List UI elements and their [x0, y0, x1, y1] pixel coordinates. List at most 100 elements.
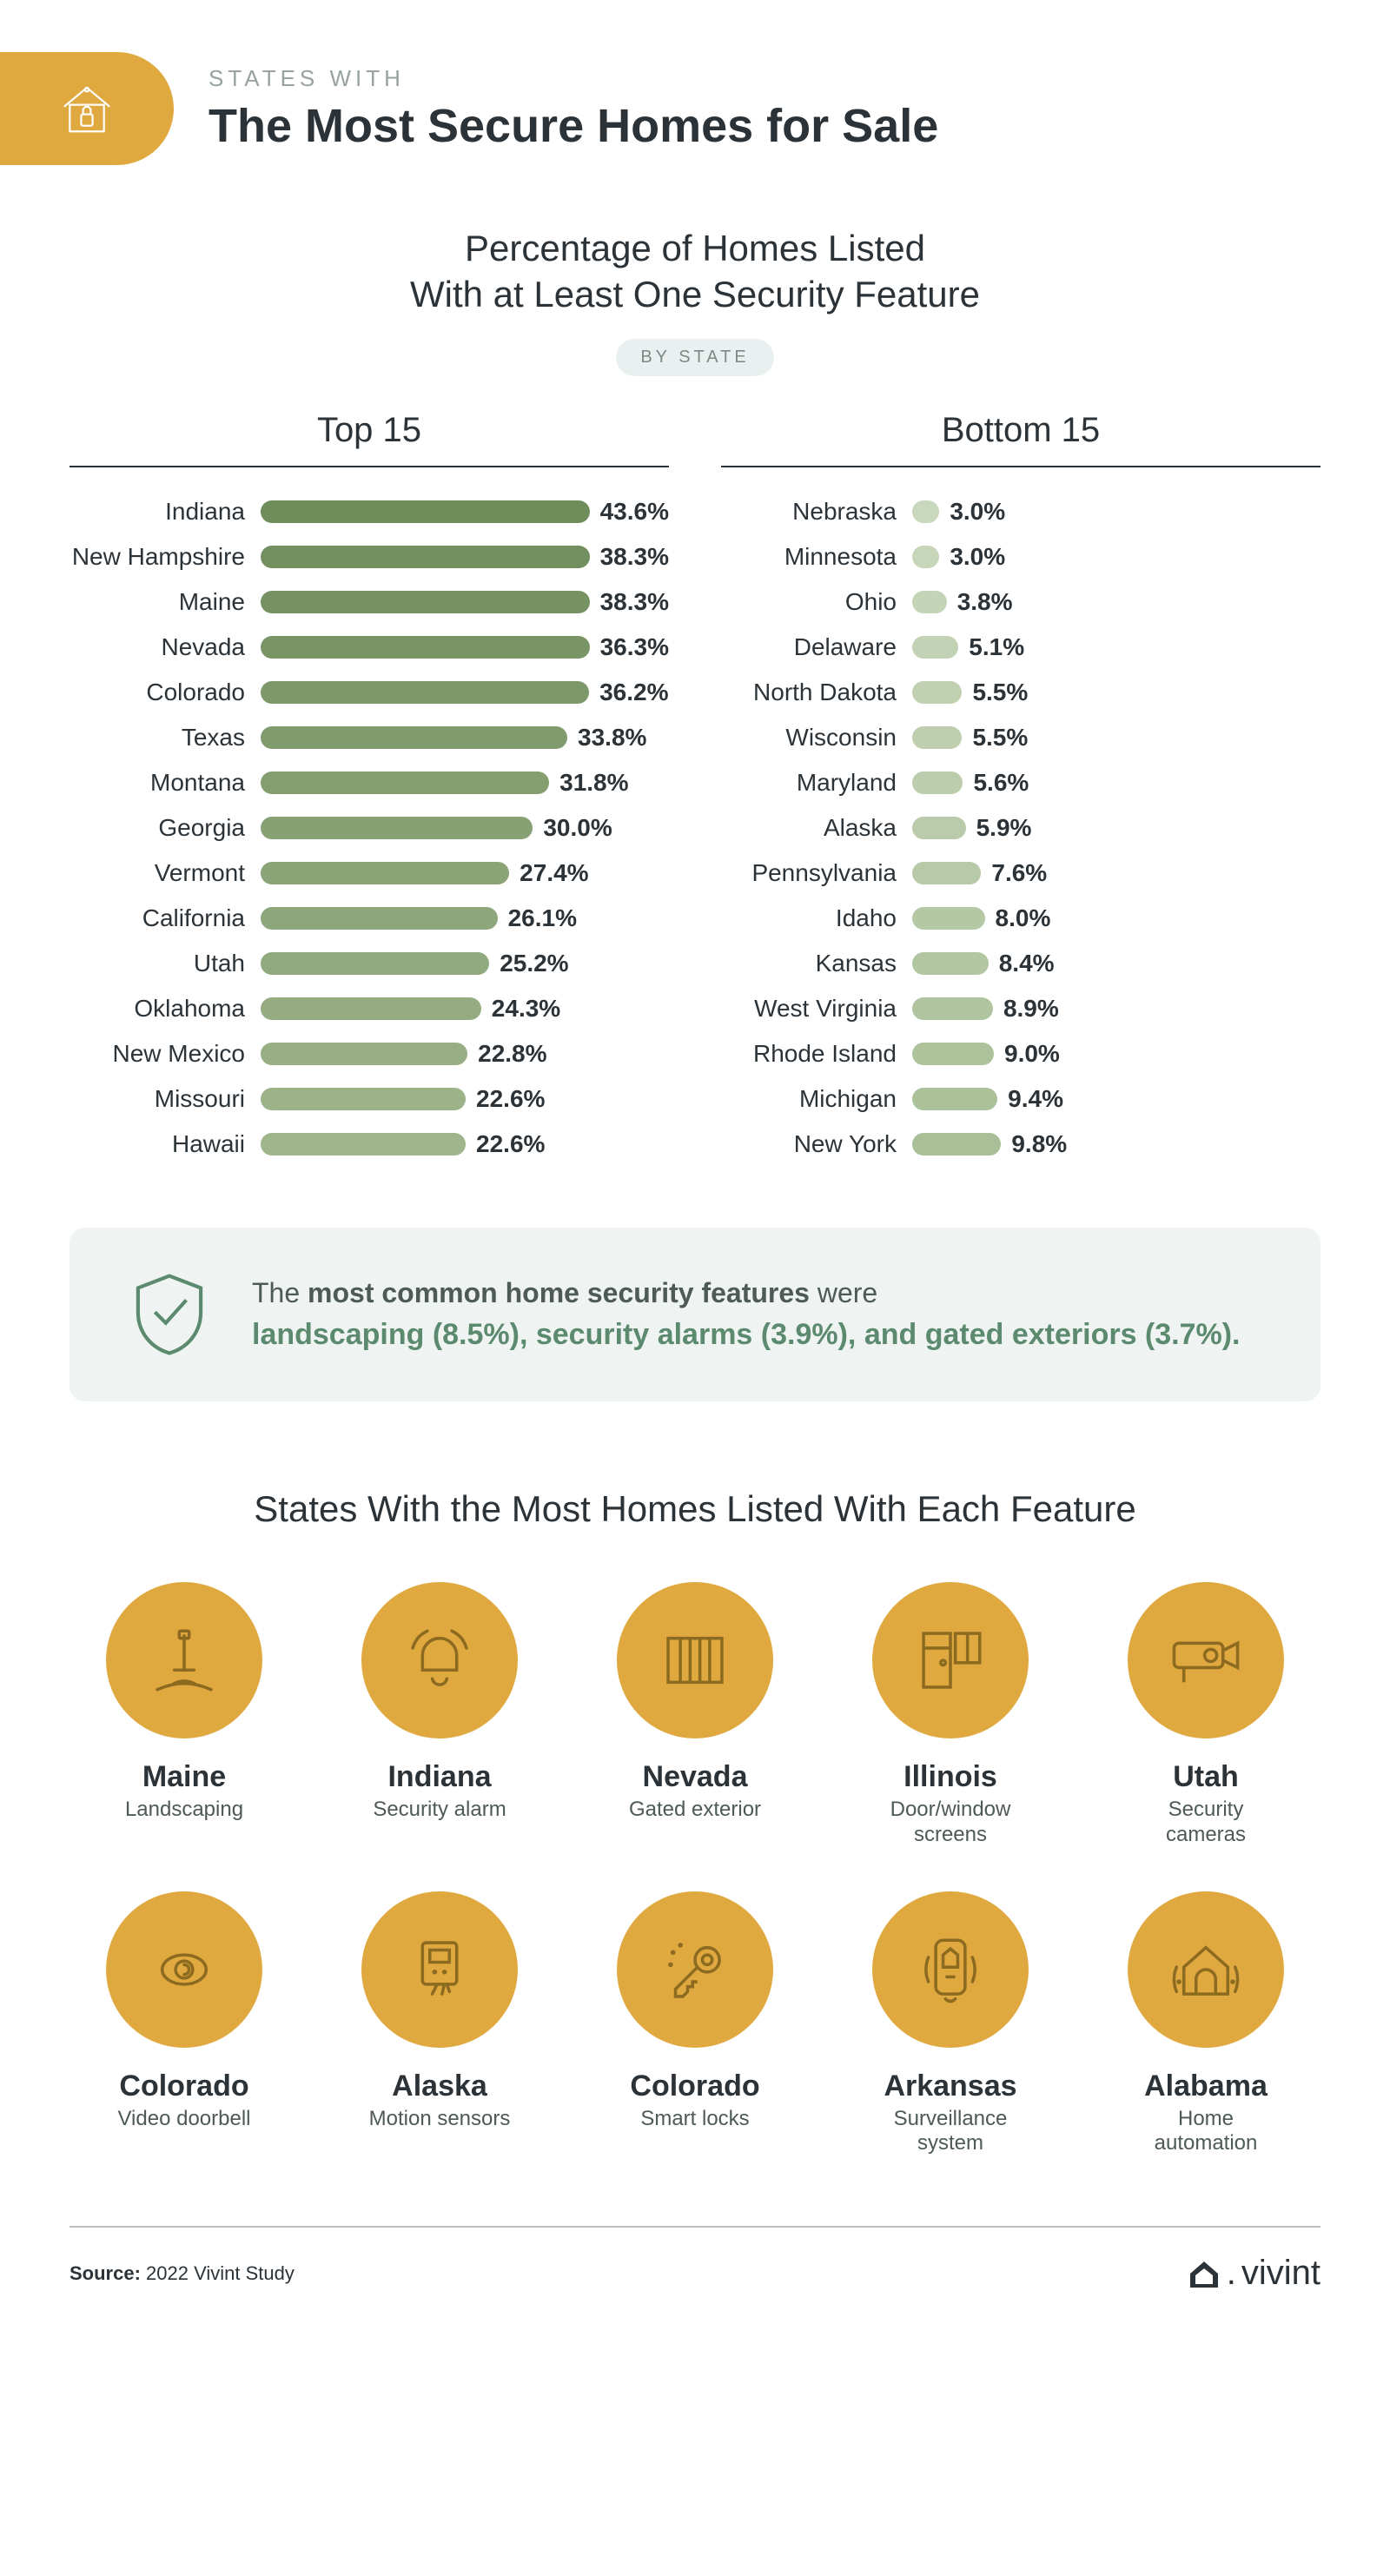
feature-circle [106, 1582, 262, 1738]
camera-icon [1167, 1621, 1245, 1699]
feature-label: Door/windowscreens [836, 1798, 1065, 1848]
bar-value: 5.1% [969, 633, 1024, 661]
bar-track: 8.0% [912, 904, 1320, 932]
bar-value: 30.0% [543, 814, 612, 842]
feature-item: ColoradoVideo doorbell [70, 1891, 299, 2157]
bar-row: New Hampshire38.3% [70, 543, 669, 571]
feature-circle [106, 1891, 262, 2048]
bar-row: Hawaii22.6% [70, 1130, 669, 1158]
motion-icon [400, 1930, 479, 2009]
bar-chart-columns: Top 15Indiana43.6%New Hampshire38.3%Main… [70, 411, 1320, 1175]
bar-value: 36.2% [599, 679, 668, 706]
bar-track: 3.0% [912, 543, 1320, 571]
bar-track: 22.6% [261, 1085, 669, 1113]
bar-label: Georgia [70, 814, 261, 842]
bar-label: North Dakota [721, 679, 912, 706]
bar-label: Utah [70, 950, 261, 977]
bar-track: 22.6% [261, 1130, 669, 1158]
bar-fill [261, 817, 533, 839]
bar-label: Maryland [721, 769, 912, 797]
bar-value: 43.6% [600, 498, 669, 526]
callout-bold: most common home security features [308, 1277, 810, 1308]
bar-track: 5.5% [912, 724, 1320, 752]
bar-value: 9.8% [1011, 1130, 1067, 1158]
bar-label: New Mexico [70, 1040, 261, 1068]
bar-label: Montana [70, 769, 261, 797]
feature-circle [617, 1582, 773, 1738]
feature-item: NevadaGated exterior [580, 1582, 810, 1848]
bar-value: 22.6% [476, 1085, 545, 1113]
bar-value: 3.8% [957, 588, 1013, 616]
source-value: 2022 Vivint Study [146, 2262, 295, 2284]
bar-label: Hawaii [70, 1130, 261, 1158]
bar-column: Top 15Indiana43.6%New Hampshire38.3%Main… [70, 411, 669, 1175]
bar-value: 8.9% [1003, 995, 1059, 1023]
bar-fill [912, 636, 958, 659]
bar-value: 36.3% [600, 633, 669, 661]
callout-lead: The [252, 1277, 308, 1308]
bar-row: Maryland 5.6% [721, 769, 1320, 797]
bar-row: Maine38.3% [70, 588, 669, 616]
bar-label: Texas [70, 724, 261, 752]
shield-check-icon [130, 1271, 208, 1358]
surveillance-icon [911, 1930, 990, 2009]
brand-name: vivint [1241, 2254, 1320, 2293]
bar-fill [261, 681, 589, 704]
bar-label: Indiana [70, 498, 261, 526]
feature-state: Illinois [836, 1760, 1065, 1794]
bar-fill [261, 1043, 467, 1065]
subtitle-line1: Percentage of Homes Listed [465, 228, 925, 268]
bar-label: Nevada [70, 633, 261, 661]
feature-circle [872, 1582, 1029, 1738]
bar-value: 9.4% [1008, 1085, 1063, 1113]
bar-fill [261, 862, 509, 884]
bar-track: 9.0% [912, 1040, 1320, 1068]
bar-value: 22.8% [478, 1040, 546, 1068]
bar-column: Bottom 15Nebraska3.0%Minnesota3.0%Ohio3.… [721, 411, 1320, 1175]
bar-row: Colorado36.2% [70, 679, 669, 706]
callout-box: The most common home security features w… [70, 1228, 1320, 1401]
bar-row: Utah25.2% [70, 950, 669, 977]
bar-track: 25.2% [261, 950, 669, 977]
bar-fill [912, 1043, 994, 1065]
bar-fill [912, 862, 981, 884]
bar-track: 24.3% [261, 995, 669, 1023]
source-label: Source: [70, 2262, 141, 2284]
bar-label: Kansas [721, 950, 912, 977]
bar-row: Georgia 30.0% [70, 814, 669, 842]
feature-state: Colorado [580, 2069, 810, 2103]
feature-label: Motion sensors [325, 2107, 554, 2132]
bar-value: 5.6% [973, 769, 1029, 797]
bar-track: 5.6% [912, 769, 1320, 797]
feature-item: Maine Landscaping [70, 1582, 299, 1848]
feature-circle [1128, 1582, 1284, 1738]
bar-track: 7.6% [912, 859, 1320, 887]
bar-track: 9.8% [912, 1130, 1320, 1158]
feature-grid: MaineLandscapingIndianaSecurity alarmNev… [70, 1582, 1320, 2156]
feature-label: Homeautomation [1091, 2107, 1320, 2157]
page-header: STATES WITH The Most Secure Homes for Sa… [0, 52, 1320, 165]
source-text: Source: 2022 Vivint Study [70, 2262, 295, 2285]
bar-track: 36.2% [261, 679, 669, 706]
bar-value: 26.1% [508, 904, 577, 932]
bar-track: 43.6% [261, 498, 669, 526]
bar-row: Minnesota3.0% [721, 543, 1320, 571]
feature-label: Landscaping [70, 1798, 299, 1823]
feature-item: Illinois Door/windowscreens [836, 1582, 1065, 1848]
brand-logo: .vivint [1187, 2254, 1320, 2293]
bar-fill [261, 771, 549, 794]
bar-fill [912, 907, 985, 930]
bar-fill [912, 500, 939, 523]
bar-track: 5.1% [912, 633, 1320, 661]
bar-label: Oklahoma [70, 995, 261, 1023]
bar-label: Wisconsin [721, 724, 912, 752]
bar-row: Michigan9.4% [721, 1085, 1320, 1113]
bar-row: Rhode Island9.0% [721, 1040, 1320, 1068]
bar-track: 9.4% [912, 1085, 1320, 1113]
callout-lead-tail: were [810, 1277, 877, 1308]
bar-label: Ohio [721, 588, 912, 616]
bar-value: 24.3% [492, 995, 560, 1023]
bar-value: 3.0% [950, 543, 1005, 571]
feature-state: Maine [70, 1760, 299, 1794]
bar-track: 8.4% [912, 950, 1320, 977]
